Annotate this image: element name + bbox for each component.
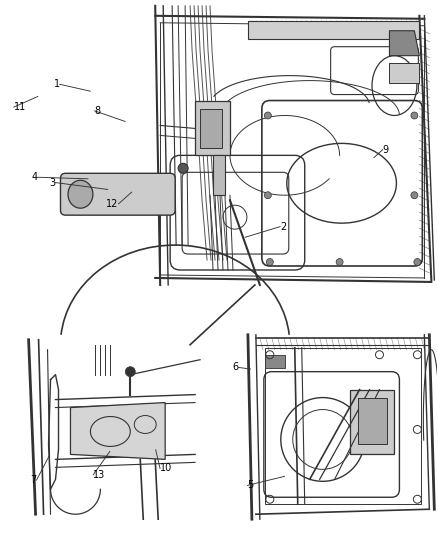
Polygon shape bbox=[248, 21, 419, 39]
Polygon shape bbox=[389, 31, 419, 55]
Circle shape bbox=[411, 192, 418, 199]
Text: 4: 4 bbox=[32, 172, 38, 182]
Polygon shape bbox=[71, 402, 165, 459]
FancyBboxPatch shape bbox=[60, 173, 175, 215]
Circle shape bbox=[411, 112, 418, 119]
Polygon shape bbox=[389, 63, 419, 83]
Circle shape bbox=[266, 259, 273, 265]
Polygon shape bbox=[350, 390, 395, 455]
Polygon shape bbox=[195, 101, 230, 155]
Ellipse shape bbox=[68, 180, 93, 208]
Circle shape bbox=[265, 192, 271, 199]
Polygon shape bbox=[200, 109, 222, 148]
Text: 12: 12 bbox=[106, 199, 119, 209]
Polygon shape bbox=[213, 155, 225, 195]
Text: 8: 8 bbox=[95, 106, 101, 116]
Text: 7: 7 bbox=[30, 475, 36, 485]
Text: 3: 3 bbox=[49, 177, 55, 188]
Text: 2: 2 bbox=[280, 222, 286, 232]
Circle shape bbox=[336, 259, 343, 265]
Polygon shape bbox=[265, 355, 285, 368]
Text: 6: 6 bbox=[233, 362, 239, 373]
Text: 1: 1 bbox=[53, 79, 60, 89]
Circle shape bbox=[265, 112, 271, 119]
Circle shape bbox=[125, 367, 135, 377]
Text: 10: 10 bbox=[160, 463, 172, 473]
Text: 9: 9 bbox=[383, 144, 389, 155]
Polygon shape bbox=[357, 398, 388, 445]
Text: 11: 11 bbox=[14, 102, 26, 112]
Text: 5: 5 bbox=[247, 480, 254, 490]
Circle shape bbox=[178, 163, 188, 173]
Circle shape bbox=[414, 259, 421, 265]
Text: 13: 13 bbox=[93, 470, 106, 480]
